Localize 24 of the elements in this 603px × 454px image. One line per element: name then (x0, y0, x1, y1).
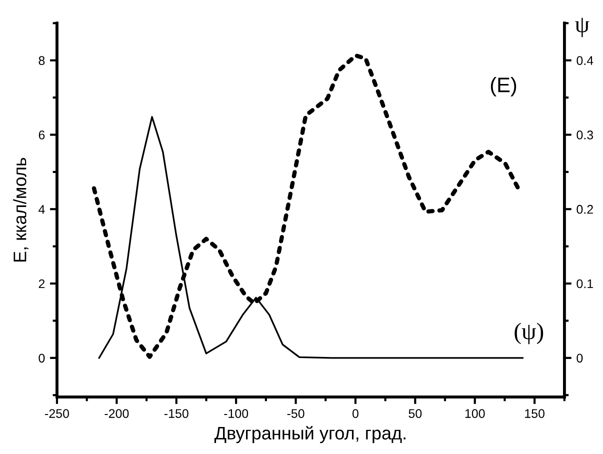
x-tick-label: 150 (525, 409, 544, 418)
x-tick-label: -250 (45, 409, 70, 418)
x-axis-title: Двугранный угол, град. (214, 426, 406, 444)
series-label: (ψ) (514, 322, 544, 344)
y-tick-label: 8 (38, 56, 45, 66)
y2-tick-label: 0.2 (576, 204, 593, 214)
x-tick-label: -150 (164, 409, 188, 418)
y2-axis-title: ψ (575, 18, 590, 38)
x-tick-label: 50 (408, 409, 422, 418)
text: (E) (490, 76, 516, 96)
y-axis-title: E, ккал/моль (13, 158, 28, 262)
x-tick-label: 0 (352, 409, 358, 418)
x-tick-label: -200 (104, 409, 129, 418)
x-tick-label: 100 (465, 409, 485, 418)
y-tick-label: 2 (38, 279, 45, 288)
y2-tick-label: 0.3 (576, 130, 594, 140)
y-tick-label: 6 (38, 130, 45, 140)
x-tick-label: -100 (224, 409, 248, 418)
y-tick-label: 4 (38, 205, 45, 214)
y2-tick-label: 0.4 (576, 56, 594, 66)
x-tick-label: -50 (287, 409, 304, 418)
y2-tick-label: 0 (576, 354, 583, 363)
y2-tick-label: 0.1 (576, 279, 593, 288)
y-tick-label: 0 (38, 354, 45, 363)
